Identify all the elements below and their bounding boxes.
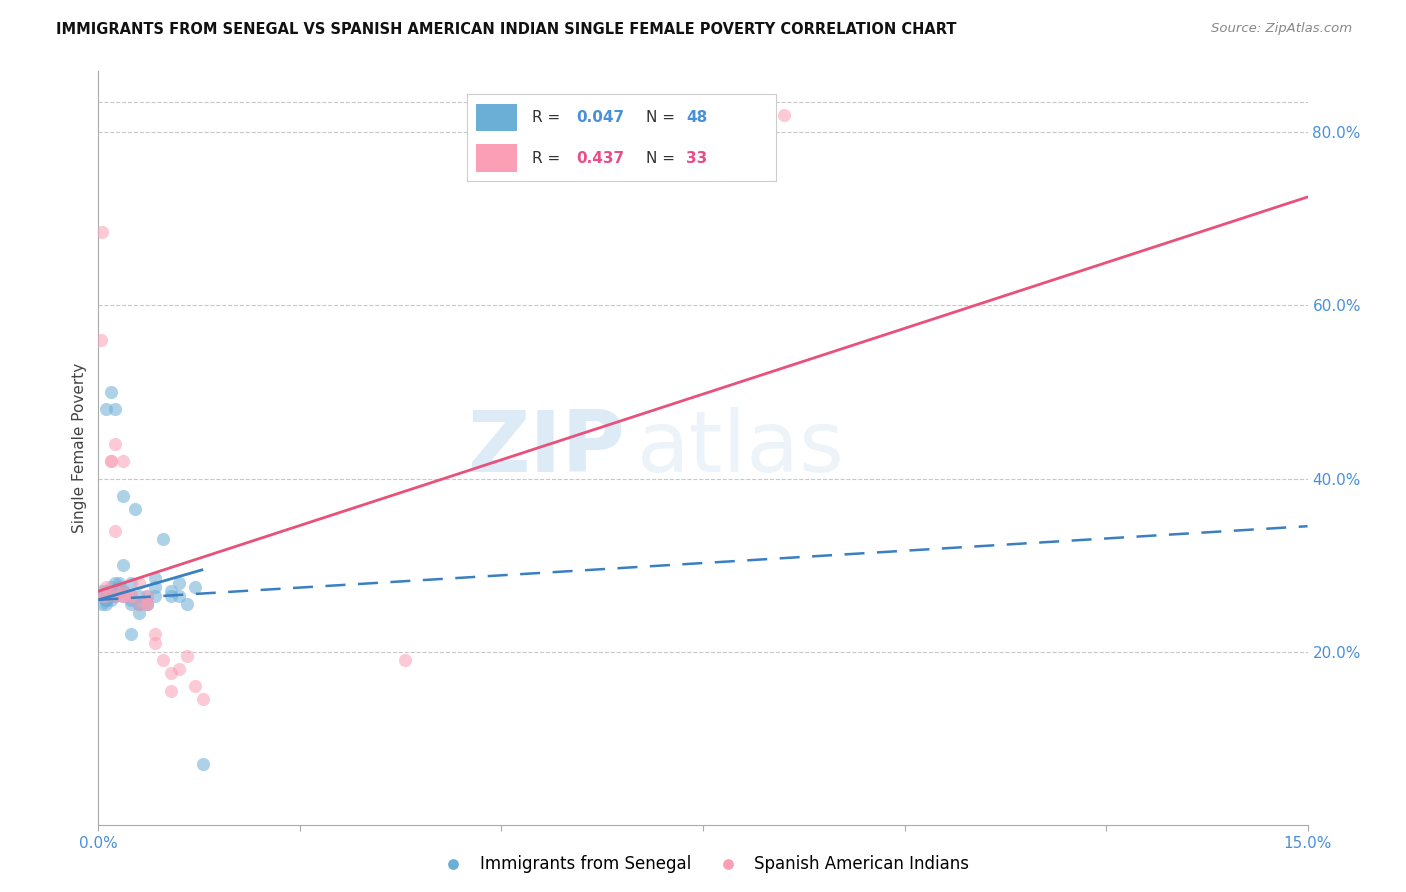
Point — [91, 584, 114, 599]
Point — [135, 597, 157, 611]
Point — [96, 580, 118, 594]
Point — [772, 108, 794, 122]
Point — [135, 589, 157, 603]
Point — [193, 692, 215, 706]
Point — [107, 580, 129, 594]
Point — [128, 606, 150, 620]
Point — [107, 575, 129, 590]
Point — [160, 666, 183, 681]
Point — [143, 627, 166, 641]
Point — [120, 589, 142, 603]
Point — [111, 558, 134, 573]
Point — [103, 584, 125, 599]
Point — [103, 437, 125, 451]
Point — [96, 584, 118, 599]
Point — [143, 589, 166, 603]
Text: atlas: atlas — [637, 407, 845, 490]
Point — [128, 597, 150, 611]
Point — [184, 580, 207, 594]
Point — [103, 584, 125, 599]
Point — [103, 575, 125, 590]
Point — [120, 592, 142, 607]
Point — [103, 589, 125, 603]
Point — [176, 597, 198, 611]
Point — [160, 589, 183, 603]
Point — [111, 589, 134, 603]
Point — [90, 333, 112, 347]
Point — [91, 589, 114, 603]
Y-axis label: Single Female Poverty: Single Female Poverty — [72, 363, 87, 533]
Point — [120, 589, 142, 603]
Point — [160, 683, 183, 698]
Point — [111, 584, 134, 599]
Point — [96, 592, 118, 607]
Point — [124, 501, 146, 516]
Point — [143, 571, 166, 585]
Point — [100, 454, 122, 468]
Point — [176, 649, 198, 664]
Point — [160, 584, 183, 599]
Point — [128, 597, 150, 611]
Point — [135, 597, 157, 611]
Point — [96, 589, 118, 603]
Point — [135, 597, 157, 611]
Point — [167, 662, 190, 676]
Point — [111, 584, 134, 599]
Point — [120, 575, 142, 590]
Point — [135, 589, 157, 603]
Point — [394, 653, 416, 667]
Point — [103, 589, 125, 603]
Point — [100, 592, 122, 607]
Point — [96, 597, 118, 611]
Point — [111, 489, 134, 503]
Point — [135, 597, 157, 611]
Point — [120, 589, 142, 603]
Point — [100, 580, 122, 594]
Point — [91, 589, 114, 603]
Point — [103, 402, 125, 417]
Point — [103, 524, 125, 538]
Point — [152, 653, 174, 667]
Point — [91, 597, 114, 611]
Point — [91, 225, 114, 239]
Point — [167, 589, 190, 603]
Point — [111, 584, 134, 599]
Text: Source: ZipAtlas.com: Source: ZipAtlas.com — [1212, 22, 1353, 36]
Point — [111, 589, 134, 603]
Point — [167, 575, 190, 590]
Point — [103, 589, 125, 603]
Point — [143, 636, 166, 650]
Point — [184, 680, 207, 694]
Point — [143, 580, 166, 594]
Point — [152, 532, 174, 546]
Point — [128, 575, 150, 590]
Point — [120, 627, 142, 641]
Point — [96, 592, 118, 607]
Point — [100, 384, 122, 399]
Point — [111, 589, 134, 603]
Point — [111, 454, 134, 468]
Point — [120, 597, 142, 611]
Point — [100, 454, 122, 468]
Point — [193, 757, 215, 772]
Text: ZIP: ZIP — [467, 407, 624, 490]
Point — [128, 597, 150, 611]
Text: IMMIGRANTS FROM SENEGAL VS SPANISH AMERICAN INDIAN SINGLE FEMALE POVERTY CORRELA: IMMIGRANTS FROM SENEGAL VS SPANISH AMERI… — [56, 22, 956, 37]
Point — [96, 402, 118, 417]
Point — [128, 589, 150, 603]
Legend: Immigrants from Senegal, Spanish American Indians: Immigrants from Senegal, Spanish America… — [430, 848, 976, 880]
Point — [100, 589, 122, 603]
